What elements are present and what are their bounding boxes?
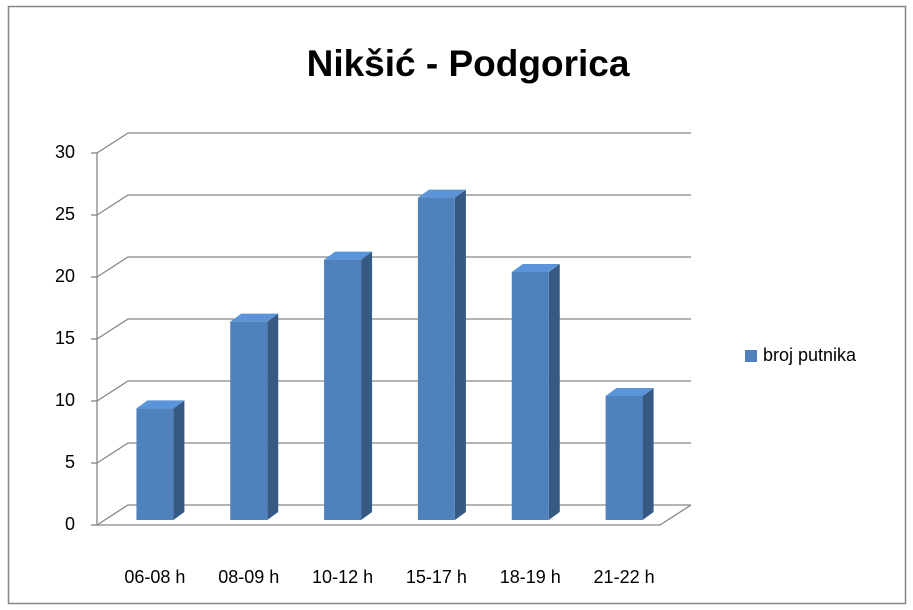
x-tick-label: 21-22 h bbox=[594, 567, 655, 587]
bar-side bbox=[454, 189, 466, 520]
y-tick-label: 5 bbox=[65, 452, 75, 472]
x-tick-label: 06-08 h bbox=[124, 567, 185, 587]
bar-side bbox=[642, 388, 654, 520]
x-tick-label: 08-09 h bbox=[218, 567, 279, 587]
y-tick-label: 0 bbox=[65, 514, 75, 534]
legend-swatch bbox=[745, 350, 757, 362]
bar bbox=[230, 313, 279, 520]
bar-top bbox=[511, 264, 560, 272]
bar-front bbox=[511, 272, 549, 520]
bar-side bbox=[548, 264, 560, 520]
bar bbox=[136, 400, 185, 520]
x-tick-label: 15-17 h bbox=[406, 567, 467, 587]
grid-line bbox=[96, 194, 691, 216]
bar-top bbox=[136, 400, 185, 409]
floor-edge bbox=[97, 504, 692, 526]
y-tick-label: 15 bbox=[55, 328, 75, 348]
bar bbox=[417, 189, 466, 520]
grid-line bbox=[96, 256, 691, 278]
bar-top bbox=[230, 313, 279, 322]
y-tick-label: 10 bbox=[55, 390, 75, 410]
grid-line bbox=[96, 380, 691, 402]
y-tick-label: 25 bbox=[55, 204, 75, 224]
bar bbox=[324, 251, 373, 520]
bar-front bbox=[230, 321, 268, 520]
bar-top bbox=[605, 388, 654, 396]
bar-front bbox=[417, 197, 455, 520]
y-tick-label: 30 bbox=[55, 142, 75, 162]
bar-front bbox=[324, 259, 362, 520]
legend-label: broj putnika bbox=[763, 345, 857, 365]
bar-side bbox=[361, 251, 373, 520]
bar-side bbox=[173, 400, 185, 520]
bar-top bbox=[417, 189, 466, 198]
bar bbox=[605, 388, 654, 520]
y-tick-label: 20 bbox=[55, 266, 75, 286]
bar-top bbox=[324, 251, 373, 260]
grid-line bbox=[96, 442, 691, 464]
bar bbox=[511, 264, 560, 520]
grid-line bbox=[96, 318, 691, 340]
x-tick-label: 10-12 h bbox=[312, 567, 373, 587]
grid-line bbox=[96, 504, 691, 526]
x-tick-label: 18-19 h bbox=[500, 567, 561, 587]
chart-title: Nikšić - Podgorica bbox=[307, 43, 630, 84]
bar-side bbox=[267, 313, 279, 520]
bar-front bbox=[605, 396, 643, 520]
grid-line bbox=[96, 132, 691, 154]
bar-front bbox=[136, 408, 174, 520]
